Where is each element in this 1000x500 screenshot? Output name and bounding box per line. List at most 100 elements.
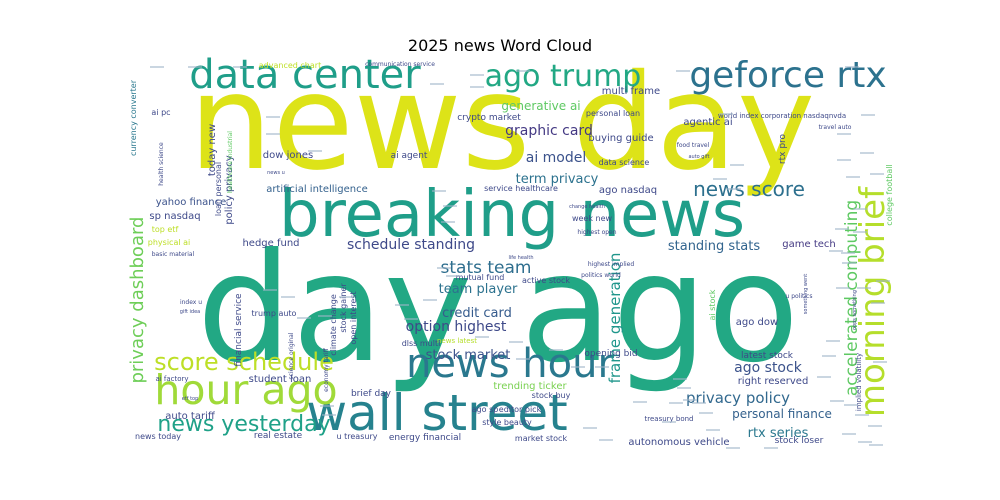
- filler-word: [423, 299, 437, 301]
- filler-word: [470, 86, 484, 88]
- word-economy-tariff: economy tariff: [323, 347, 330, 392]
- word-today-new: today new: [207, 124, 218, 176]
- filler-word: [727, 188, 741, 190]
- word-autonomous-vehicle: autonomous vehicle: [628, 437, 729, 448]
- word-wall-street: wall street: [306, 384, 567, 442]
- word-top-etf: top etf: [152, 225, 179, 234]
- word-financial-service: financial service: [234, 293, 244, 367]
- word-etf-top: etf top: [182, 396, 199, 402]
- word-ago-nasdaq: ago nasdaq: [599, 185, 657, 196]
- word-treasury-bond: treasury bond: [645, 415, 694, 423]
- filler-word: [764, 447, 778, 449]
- word-option-highest: option highest: [406, 319, 507, 335]
- filler-word: [263, 289, 277, 291]
- word-personal-finance: personal finance: [732, 407, 832, 421]
- filler-word: [320, 405, 334, 407]
- filler-word: [860, 152, 874, 154]
- word-highest-open: highest open: [577, 229, 616, 236]
- word-ago-dow: ago dow: [736, 317, 778, 328]
- word-trending-ticker: trending ticker: [493, 381, 567, 392]
- word-oops-something: oops something: [852, 290, 858, 330]
- filler-word: [669, 402, 683, 404]
- filler-word: [719, 113, 733, 115]
- word-communication-service: communication service: [365, 61, 435, 68]
- word-term-privacy: term privacy: [516, 172, 599, 187]
- filler-word: [395, 304, 409, 306]
- word-latest-stock: latest stock: [741, 351, 794, 361]
- word-something-went: something went: [803, 274, 809, 314]
- word-breaking-news: breaking news: [279, 178, 745, 252]
- filler-word: [470, 74, 484, 76]
- filler-word: [662, 421, 676, 423]
- filler-word: [870, 173, 884, 175]
- filler-word: [322, 414, 336, 416]
- word-gift-idea: gift idea: [180, 309, 201, 315]
- filler-word: [817, 376, 831, 378]
- filler-word: [837, 159, 851, 161]
- chart-title: 2025 news Word Cloud: [407, 36, 593, 55]
- word-auto-gift: auto gift: [688, 154, 709, 160]
- word-travel-auto: travel auto: [819, 124, 852, 131]
- word-standing-stats: standing stats: [668, 239, 760, 254]
- word-highest-implied: highest implied: [588, 261, 635, 268]
- word-hedge-fund: hedge fund: [242, 238, 299, 249]
- word-ago-stock: ago stock: [734, 360, 803, 376]
- word-loan-personal: loan personal: [214, 162, 223, 216]
- word-style-beauty: style beauty: [482, 418, 532, 427]
- filler-word: [432, 190, 446, 192]
- filler-word: [873, 361, 887, 363]
- filler-word: [726, 447, 740, 449]
- word-news-u: news u: [267, 170, 285, 176]
- word-morning-brief: morning brief: [853, 186, 893, 417]
- word-geforce-rtx: geforce rtx: [689, 55, 886, 96]
- filler-word: [297, 317, 311, 319]
- filler-word: [188, 66, 202, 68]
- filler-word: [683, 399, 697, 401]
- word-editor-pick: editor pick: [499, 405, 542, 414]
- filler-word: [516, 70, 530, 72]
- filler-word: [595, 366, 609, 368]
- word-market-stock: market stock: [515, 434, 568, 443]
- filler-word: [509, 341, 523, 343]
- word-score-schedule: score schedule: [154, 348, 334, 376]
- word-active-stock: active stock: [522, 276, 570, 285]
- word-climate-change: climate change: [329, 294, 338, 356]
- word-yahoo-finance: yahoo finance: [156, 197, 227, 208]
- word-frame-generation: frame generation: [606, 253, 624, 384]
- filler-word: [841, 252, 855, 254]
- word-auto-tariff: auto tariff: [165, 411, 216, 422]
- word-brief-day: brief day: [351, 389, 392, 399]
- word-news-today: news today: [135, 432, 181, 441]
- filler-word: [837, 133, 851, 135]
- filler-word: [692, 402, 706, 404]
- word-energy-financial: energy financial: [389, 433, 461, 443]
- word-dlss-multi: dlss multi: [402, 339, 441, 348]
- word-crypto-market: crypto market: [457, 113, 521, 123]
- word-data-science: data science: [599, 158, 650, 167]
- word-multi-frame: multi frame: [602, 86, 660, 97]
- word-policy-privacy: policy privacy: [224, 155, 235, 224]
- word-right-reserved: right reserved: [738, 376, 809, 387]
- word-real-estate: real estate: [254, 431, 303, 441]
- word-opening-bid: opening bid: [584, 349, 637, 359]
- word-stock-buy: stock buy: [532, 391, 571, 400]
- filler-word: [699, 412, 713, 414]
- word-ai-model: ai model: [526, 150, 587, 166]
- filler-word: [858, 441, 872, 443]
- word-personal-loan: personal loan: [586, 109, 640, 118]
- word-news-day: news day: [189, 46, 815, 200]
- filler-word: [853, 208, 867, 210]
- filler-word: [876, 280, 890, 282]
- word-stats-team: stats team: [441, 258, 532, 278]
- word-politics-world: politics world: [581, 272, 621, 279]
- word-game-tech: game tech: [782, 239, 835, 250]
- word-service-healthcare: service healthcare: [484, 184, 558, 193]
- word-stock-market: stock market: [426, 348, 511, 363]
- word-week-new: week new: [572, 214, 613, 223]
- word-change-health: change health: [569, 204, 605, 210]
- filler-word: [437, 267, 451, 269]
- word-ai-pc: ai pc: [151, 108, 170, 117]
